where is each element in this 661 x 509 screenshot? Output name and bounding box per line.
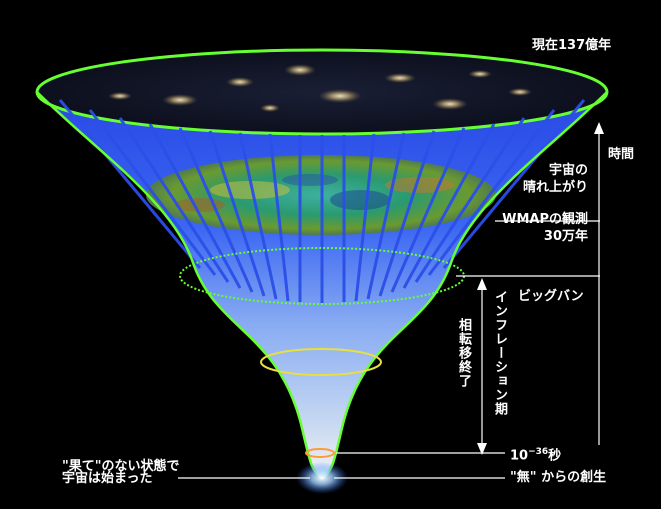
time-exponent: −36: [528, 447, 549, 457]
time-base: 10: [510, 448, 529, 464]
wmap-label-2: 30万年: [543, 229, 588, 244]
time-scale-label: 10−36秒: [510, 444, 561, 464]
no-end-label-2: 宇宙は始まった: [62, 471, 153, 486]
inflation-period-label: インフレーション期: [492, 290, 507, 416]
big-bang-label: ビッグバン: [518, 289, 584, 304]
wmap-label-1: WMAPの観測: [502, 212, 588, 227]
creation-label: "無" からの創生: [510, 470, 607, 485]
expansion-lines: [58, 99, 586, 303]
clear-up-label-1: 宇宙の: [548, 163, 588, 178]
time-label: 時間: [608, 147, 635, 162]
time-unit: 秒: [548, 448, 562, 464]
annotation-lines: [178, 130, 600, 479]
origin-glow: [296, 462, 348, 494]
galaxies: [108, 64, 532, 112]
time-arrow-head: [594, 122, 604, 134]
early-ring: [305, 448, 335, 458]
clear-up-label-2: 晴れ上がり: [522, 180, 588, 195]
no-end-label-1: "果て"のない状態で: [62, 459, 180, 474]
present-label: 現在137億年: [532, 38, 612, 53]
phase-transition-label: 相転移終了: [456, 318, 471, 388]
inflation-ring: [260, 348, 382, 376]
